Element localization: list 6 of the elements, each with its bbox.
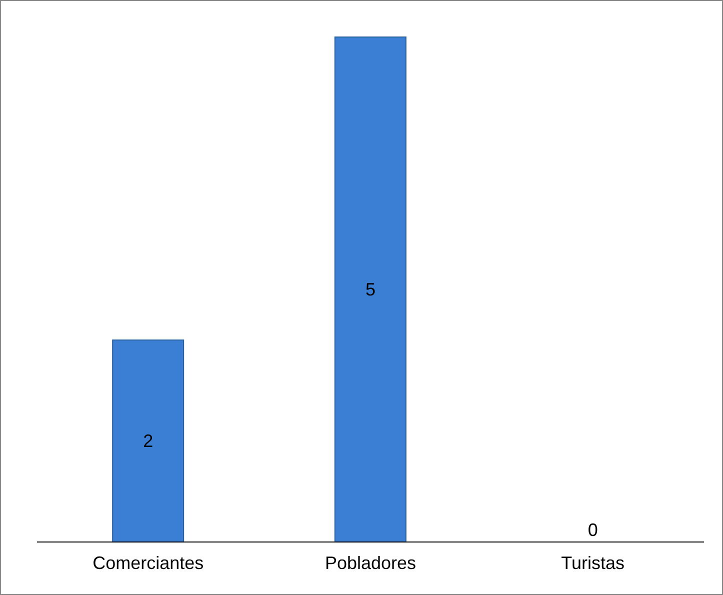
data-label: 2 <box>143 431 154 451</box>
data-label: 0 <box>588 520 598 540</box>
x-tick-label: Turistas <box>561 552 625 573</box>
data-label: 5 <box>365 280 376 300</box>
x-tick-label: Pobladores <box>324 552 416 573</box>
x-tick-label: Comerciantes <box>92 552 204 573</box>
